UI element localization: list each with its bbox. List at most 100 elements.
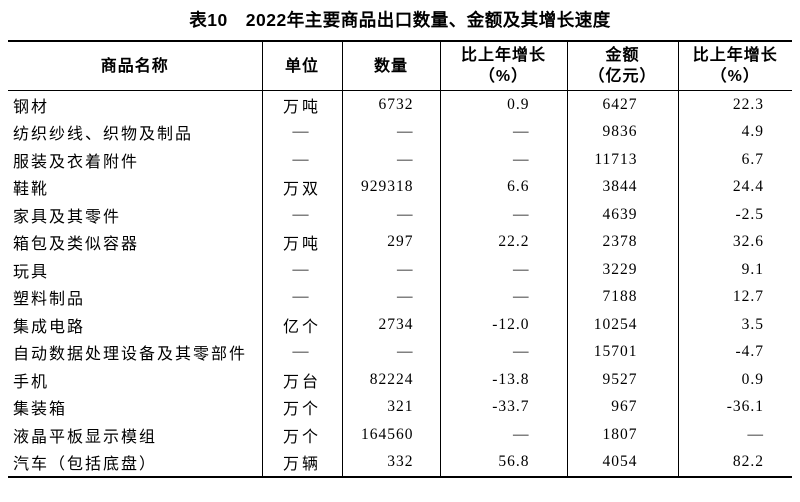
quantity-growth-cell: — [440,421,568,449]
quantity-growth-cell: — [440,146,568,174]
quantity-growth-cell: -33.7 [440,393,568,421]
col-header-amount-line1: 金额 [605,47,640,64]
col-header-amount: 金额 （亿元） [567,41,679,91]
export-table-wrapper: 商品名称 单位 数量 比上年增长 （%） 金额 （亿元） 比上年增长 （%） 钢… [8,40,792,478]
commodity-name-cell: 汽车（包括底盘） [8,448,263,477]
unit-cell: — [262,146,343,174]
commodity-name-cell: 箱包及类似容器 [8,228,263,256]
amount-cell: 6427 [567,90,679,119]
quantity-cell: — [342,338,441,366]
unit-cell: — [262,201,343,229]
quantity-growth-cell: 6.6 [440,173,568,201]
commodity-name-cell: 纺织纱线、织物及制品 [8,118,263,146]
amount-cell: 7188 [567,283,679,311]
export-table: 商品名称 单位 数量 比上年增长 （%） 金额 （亿元） 比上年增长 （%） 钢… [8,40,792,478]
quantity-cell: 929318 [342,173,441,201]
commodity-name-cell: 玩具 [8,256,263,284]
amount-growth-cell: 12.7 [732,288,764,306]
col-header-amount-growth: 比上年增长 （%） [678,41,792,91]
unit-cell: — [262,118,343,146]
commodity-name-cell: 家具及其零件 [8,201,263,229]
quantity-growth-cell: — [440,256,568,284]
amount-growth-cell: -2.5 [735,205,764,223]
commodity-name-cell: 鞋靴 [8,173,263,201]
amount-growth-cell: — [747,425,764,443]
amount-cell: 10254 [567,311,679,339]
col-header-amount-growth-line2: （%） [710,68,760,85]
unit-cell: 万吨 [262,90,343,119]
unit-cell: 万台 [262,366,343,394]
col-header-quantity-growth: 比上年增长 （%） [440,41,568,91]
table-row: 箱包及类似容器 万吨 297 22.2 2378 32.6 [8,228,792,256]
amount-growth-cell: 82.2 [732,453,764,471]
quantity-growth-cell: — [440,283,568,311]
table-row: 集装箱 万个 321 -33.7 967 -36.1 [8,393,792,421]
table-header: 商品名称 单位 数量 比上年增长 （%） 金额 （亿元） 比上年增长 （%） [8,41,792,91]
quantity-growth-cell: 56.8 [440,448,568,477]
table-body: 钢材 万吨 6732 0.9 6427 22.3 纺织纱线、织物及制品 — — … [8,90,792,477]
amount-cell: 2378 [567,228,679,256]
unit-cell: — [262,283,343,311]
quantity-cell: — [342,201,441,229]
quantity-cell: 2734 [342,311,441,339]
quantity-growth-cell: 0.9 [440,90,568,119]
col-header-unit: 单位 [262,41,343,91]
commodity-name-cell: 集成电路 [8,311,263,339]
amount-cell: 4054 [567,448,679,477]
commodity-name-cell: 钢材 [8,90,263,119]
unit-cell: 万双 [262,173,343,201]
col-header-quantity-growth-line2: （%） [478,68,529,85]
table-row: 钢材 万吨 6732 0.9 6427 22.3 [8,90,792,119]
amount-cell: 1807 [567,421,679,449]
amount-growth-cell: 4.9 [741,123,764,141]
col-header-amount-growth-line1: 比上年增长 [692,47,778,64]
amount-cell: 9836 [567,118,679,146]
quantity-growth-cell: 22.2 [440,228,568,256]
commodity-name-cell: 塑料制品 [8,283,263,311]
unit-cell: — [262,338,343,366]
amount-growth-cell: -4.7 [735,343,764,361]
amount-growth-cell: 3.5 [741,315,764,333]
table-row: 鞋靴 万双 929318 6.6 3844 24.4 [8,173,792,201]
amount-growth-cell: 32.6 [732,233,764,251]
table-row: 家具及其零件 — — — 4639 -2.5 [8,201,792,229]
quantity-growth-cell: — [440,201,568,229]
table-row: 玩具 — — — 3229 9.1 [8,256,792,284]
amount-growth-cell: 24.4 [732,178,764,196]
table-title: 表10 2022年主要商品出口数量、金额及其增长速度 [189,10,611,30]
quantity-cell: 297 [342,228,441,256]
amount-cell: 3229 [567,256,679,284]
commodity-name-cell: 液晶平板显示模组 [8,421,263,449]
amount-growth-cell: -36.1 [726,398,764,416]
unit-cell: 亿个 [262,311,343,339]
col-header-quantity: 数量 [342,41,441,91]
commodity-name-cell: 自动数据处理设备及其零部件 [8,338,263,366]
quantity-cell: 164560 [342,421,441,449]
unit-cell: 万辆 [262,448,343,477]
commodity-name-cell: 服装及衣着附件 [8,146,263,174]
amount-growth-cell: 9.1 [741,260,764,278]
commodity-name-cell: 集装箱 [8,393,263,421]
col-header-commodity-name: 商品名称 [8,41,263,91]
unit-cell: 万个 [262,393,343,421]
amount-growth-cell: 0.9 [741,370,764,388]
amount-cell: 11713 [567,146,679,174]
col-header-quantity-growth-line1: 比上年增长 [460,47,546,64]
table-row: 液晶平板显示模组 万个 164560 — 1807 — [8,421,792,449]
unit-cell: 万吨 [262,228,343,256]
quantity-cell: 82224 [342,366,441,394]
amount-cell: 4639 [567,201,679,229]
table-row: 手机 万台 82224 -13.8 9527 0.9 [8,366,792,394]
table-row: 集成电路 亿个 2734 -12.0 10254 3.5 [8,311,792,339]
amount-cell: 3844 [567,173,679,201]
quantity-growth-cell: — [440,118,568,146]
quantity-growth-cell: -13.8 [440,366,568,394]
table-row: 塑料制品 — — — 7188 12.7 [8,283,792,311]
table-row: 自动数据处理设备及其零部件 — — — 15701 -4.7 [8,338,792,366]
amount-cell: 15701 [567,338,679,366]
quantity-cell: — [342,146,441,174]
table-row: 汽车（包括底盘） 万辆 332 56.8 4054 82.2 [8,448,792,477]
table-row: 纺织纱线、织物及制品 — — — 9836 4.9 [8,118,792,146]
table-row: 服装及衣着附件 — — — 11713 6.7 [8,146,792,174]
col-header-amount-line2: （亿元） [588,68,657,85]
